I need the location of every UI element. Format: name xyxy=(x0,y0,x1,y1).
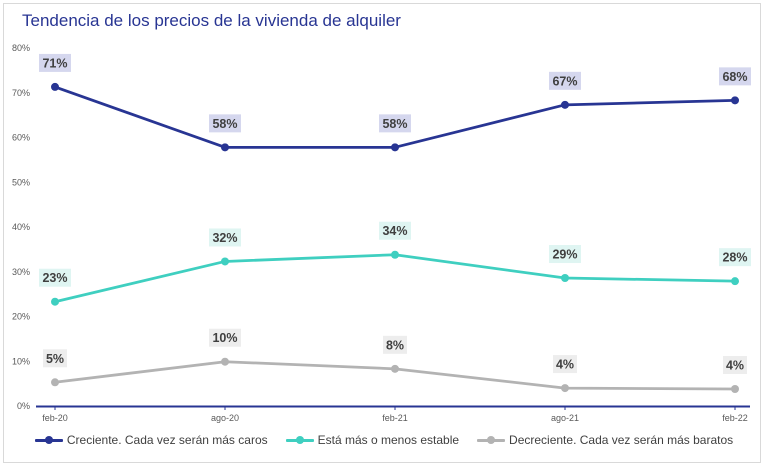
legend-label: Decreciente. Cada vez serán más baratos xyxy=(509,433,734,447)
x-tick-label: feb-21 xyxy=(382,413,408,423)
legend-swatch xyxy=(34,435,63,445)
x-tick-label: ago-20 xyxy=(211,413,239,423)
legend-item-creciente: Creciente. Cada vez serán más caros xyxy=(34,433,268,447)
data-label-background xyxy=(43,349,67,368)
data-label: 5% xyxy=(46,352,64,366)
data-point xyxy=(391,250,399,259)
data-point xyxy=(391,143,399,152)
data-label: 29% xyxy=(552,248,577,262)
data-point xyxy=(561,274,569,283)
chart-title: Tendencia de los precios de la vivienda … xyxy=(22,11,401,30)
data-label: 67% xyxy=(552,74,577,88)
legend-item-estable: Está más o menos estable xyxy=(285,433,460,447)
data-point xyxy=(51,297,59,306)
y-tick-label: 70% xyxy=(12,88,30,98)
data-label: 23% xyxy=(42,271,67,285)
y-tick-label: 40% xyxy=(12,222,30,232)
data-label-background xyxy=(39,268,71,287)
data-label: 10% xyxy=(212,331,237,345)
data-label-background xyxy=(209,328,241,347)
legend: Creciente. Cada vez serán más caros Está… xyxy=(0,433,768,447)
x-tick-label: ago-21 xyxy=(551,413,579,423)
data-point xyxy=(51,82,59,91)
y-tick-label: 10% xyxy=(12,356,30,366)
x-tick-label: feb-22 xyxy=(722,413,748,423)
y-tick-label: 30% xyxy=(12,267,30,277)
legend-item-decreciente: Decreciente. Cada vez serán más baratos xyxy=(477,433,733,447)
y-tick-label: 0% xyxy=(17,401,30,411)
data-label-background xyxy=(39,53,71,72)
data-label-background xyxy=(209,228,241,247)
y-tick-label: 20% xyxy=(12,312,30,322)
data-label-background xyxy=(379,221,411,240)
data-label: 68% xyxy=(722,70,747,84)
data-point xyxy=(731,96,739,105)
data-label: 34% xyxy=(382,224,407,238)
legend-swatch xyxy=(285,435,314,445)
data-label: 32% xyxy=(212,231,237,245)
data-label-background xyxy=(549,71,581,90)
data-label-background xyxy=(719,248,751,267)
legend-swatch xyxy=(477,435,506,445)
data-label-background xyxy=(719,67,751,86)
series-line xyxy=(54,253,736,304)
data-point xyxy=(51,378,59,387)
data-point xyxy=(561,384,569,393)
x-tick-label: feb-20 xyxy=(42,413,68,423)
data-label-background xyxy=(209,114,241,133)
series-points xyxy=(51,82,739,393)
y-tick-label: 50% xyxy=(12,177,30,187)
data-label-background xyxy=(553,355,577,374)
data-label: 28% xyxy=(722,251,747,265)
y-tick-label: 60% xyxy=(12,133,30,143)
data-label: 71% xyxy=(42,56,67,70)
data-label-background xyxy=(549,245,581,264)
data-point xyxy=(561,100,569,109)
data-point xyxy=(221,357,229,366)
data-label: 8% xyxy=(386,338,404,352)
y-axis: 0% 10% 20% 30% 40% 50% 60% 70% 80% xyxy=(12,43,30,411)
data-point xyxy=(731,384,739,393)
data-label: 4% xyxy=(726,358,744,372)
data-label-background xyxy=(379,114,411,133)
data-label-background xyxy=(383,335,407,354)
data-labels: 71% 58% 58% 67% 68% 23% 32% 34% 29% 28% 5% 10% 8% 4% 4… xyxy=(39,53,751,374)
data-label: 4% xyxy=(556,358,574,372)
data-point xyxy=(221,257,229,266)
legend-label: Está más o menos estable xyxy=(317,433,460,447)
x-axis: feb-20 ago-20 feb-21 ago-21 feb-22 xyxy=(42,406,748,423)
data-label-background xyxy=(723,355,747,374)
legend-label: Creciente. Cada vez serán más caros xyxy=(66,433,268,447)
data-label: 58% xyxy=(382,117,407,131)
y-tick-label: 80% xyxy=(12,43,30,53)
data-point xyxy=(731,277,739,286)
data-label: 58% xyxy=(212,117,237,131)
data-point xyxy=(221,143,229,152)
data-point xyxy=(391,364,399,373)
